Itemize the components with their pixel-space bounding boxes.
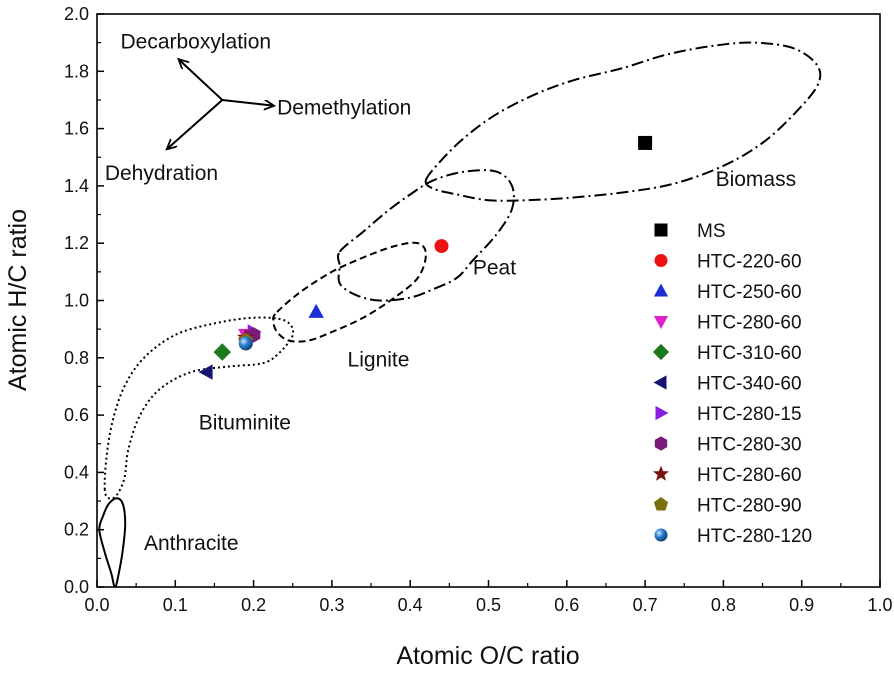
legend-label-6: HTC-340-60: [697, 374, 802, 395]
legend-label-4: HTC-280-60: [697, 313, 802, 334]
legend-marker-1-ms: [654, 223, 668, 237]
legend-label-1: MS: [697, 221, 726, 242]
legend-item-2: HTC-220-60: [654, 252, 802, 273]
legend-marker-11-htc-280-120: [654, 528, 668, 542]
legend-marker-6-htc-340-60: [653, 375, 667, 390]
legend-item-9: HTC-280-60: [653, 465, 802, 486]
arrow-demethylation: [222, 98, 273, 106]
x-tick-label-0: 0.0: [84, 595, 109, 615]
legend-item-10: HTC-280-90: [653, 496, 802, 517]
legend: MS HTC-220-60 HTC-250-60 HTC-280-60 HTC-310-…: [652, 221, 812, 547]
x-tick-label-3: 0.3: [319, 595, 344, 615]
legend-marker-3-htc-250-60: [653, 283, 669, 297]
arrow-dehydration: [167, 99, 223, 149]
data-point-2-htc-220-60: [434, 239, 449, 254]
legend-marker-9-htc-280-60: [653, 465, 669, 481]
y-tick-label-0: 0.0: [64, 577, 89, 597]
legend-label-3: HTC-250-60: [697, 282, 802, 303]
legend-marker-2-htc-220-60: [654, 254, 668, 267]
y-tick-label-2: 0.4: [64, 462, 89, 482]
region-label-biomass: Biomass: [716, 168, 797, 191]
y-axis-title: Atomic H/C ratio: [4, 209, 32, 391]
x-tick-label-9: 0.9: [789, 595, 814, 615]
y-tick-label-6: 1.2: [64, 233, 89, 253]
x-tick-label-4: 0.4: [398, 595, 423, 615]
data-point-3-htc-250-60: [308, 303, 324, 318]
y-tick-label-9: 1.8: [64, 61, 89, 81]
region-biomass: [424, 41, 822, 202]
y-tick-label-7: 1.4: [64, 176, 89, 196]
legend-label-7: HTC-280-15: [697, 404, 802, 425]
regions-layer: Biomass Peat Lignite Bituminite Anthracite: [98, 41, 822, 589]
region-label-bituminite: Bituminite: [199, 411, 291, 434]
data-point-5-htc-310-60: [213, 343, 231, 361]
x-axis-title: Atomic O/C ratio: [396, 642, 579, 670]
x-tick-label-5: 0.5: [476, 595, 501, 615]
data-point-6-htc-340-60: [198, 364, 213, 380]
y-tick-label-3: 0.6: [64, 405, 89, 425]
region-label-lignite: Lignite: [348, 348, 410, 371]
points-layer: [198, 135, 653, 380]
region-lignite: [272, 241, 427, 343]
legend-marker-10-htc-280-90: [653, 497, 669, 511]
x-tick-label-6: 0.6: [554, 595, 579, 615]
y-tick-label-1: 0.2: [64, 520, 89, 540]
arrow-decarboxylation: [179, 60, 223, 101]
x-tick-label-1: 0.1: [163, 595, 188, 615]
y-tick-label-4: 0.8: [64, 348, 89, 368]
legend-marker-4-htc-280-60: [653, 316, 669, 329]
region-bituminite: [103, 316, 295, 500]
legend-marker-8-htc-280-30: [654, 436, 668, 451]
x-tick-label-2: 0.2: [241, 595, 266, 615]
legend-label-8: HTC-280-30: [697, 435, 802, 456]
x-tick-label-7: 0.7: [633, 595, 658, 615]
legend-label-11: HTC-280-120: [697, 526, 812, 547]
annotation-decarboxylation: Decarboxylation: [120, 30, 271, 53]
legend-item-1: MS: [654, 221, 726, 242]
legend-label-9: HTC-280-60: [697, 465, 802, 486]
legend-label-10: HTC-280-90: [697, 496, 802, 517]
x-tick-label-10: 1.0: [867, 595, 892, 615]
region-label-peat: Peat: [473, 257, 516, 280]
legend-item-4: HTC-280-60: [653, 313, 802, 334]
legend-marker-5-htc-310-60: [652, 343, 670, 361]
data-point-11-htc-280-120: [238, 336, 253, 351]
legend-item-3: HTC-250-60: [653, 282, 802, 303]
region-peat: [336, 169, 515, 302]
x-tick-label-8: 0.8: [711, 595, 736, 615]
legend-item-11: HTC-280-120: [654, 526, 812, 547]
legend-item-8: HTC-280-30: [654, 435, 802, 456]
axes-layer: 0.0 0.1 0.2 0.3 0.4 0.5 0.6 0.7 0.8 0.9 1.0 0.0 0.2 0…: [64, 4, 893, 615]
region-anthracite: [98, 497, 127, 589]
legend-item-6: HTC-340-60: [653, 374, 802, 395]
y-tick-label-8: 1.6: [64, 119, 89, 139]
annotation-demethylation: Demethylation: [277, 96, 411, 119]
annotations-layer: Decarboxylation Demethylation Dehydration: [105, 30, 411, 185]
legend-item-5: HTC-310-60: [652, 343, 802, 364]
legend-marker-7-htc-280-15: [655, 405, 669, 421]
data-point-1-ms: [638, 135, 653, 150]
y-tick-label-10: 2.0: [64, 4, 89, 24]
y-tick-label-5: 1.0: [64, 291, 89, 311]
legend-item-7: HTC-280-15: [655, 404, 802, 425]
region-label-anthracite: Anthracite: [144, 532, 239, 555]
legend-label-5: HTC-310-60: [697, 343, 802, 364]
annotation-dehydration: Dehydration: [105, 162, 218, 185]
legend-label-2: HTC-220-60: [697, 252, 802, 273]
